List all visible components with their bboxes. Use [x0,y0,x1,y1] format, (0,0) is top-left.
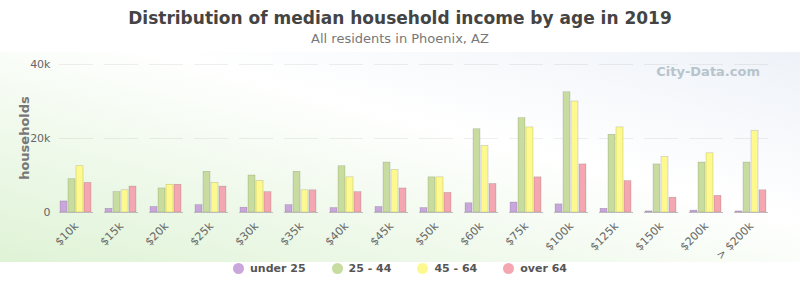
svg-text:40k: 40k [30,58,51,71]
svg-text:> $200k: > $200k [714,219,757,262]
svg-text:$200k: $200k [678,219,712,253]
svg-text:$75k: $75k [503,219,532,248]
html-text:City-Data.com: City-Data.com [656,64,760,79]
svg-text:$125k: $125k [588,219,622,253]
html-text:All residents in Phoenix, AZ: All residents in Phoenix, AZ [311,31,489,46]
svg-text:$100k: $100k [543,219,577,253]
html-text:Distribution of median househo: Distribution of median household income … [128,8,672,28]
svg-text:20k: 20k [30,132,51,145]
svg-text:0: 0 [44,206,51,219]
html-text:under 25: under 25 [250,262,306,275]
svg-text:$35k: $35k [278,219,307,248]
svg-text:$30k: $30k [233,219,262,248]
svg-text:$50k: $50k [413,219,442,248]
svg-text:$15k: $15k [98,219,127,248]
html-text:over 64: over 64 [520,262,567,275]
html-text:45 - 64: 45 - 64 [434,262,478,275]
svg-text:$10k: $10k [53,219,82,248]
svg-text:$150k: $150k [633,219,667,253]
svg-text:$20k: $20k [143,219,172,248]
svg-text:$60k: $60k [458,219,487,248]
html-text:25 - 44: 25 - 44 [348,262,392,275]
html-text:households: households [16,96,32,180]
svg-text:$40k: $40k [323,219,352,248]
svg-text:$25k: $25k [188,219,217,248]
svg-text:$45k: $45k [368,219,397,248]
